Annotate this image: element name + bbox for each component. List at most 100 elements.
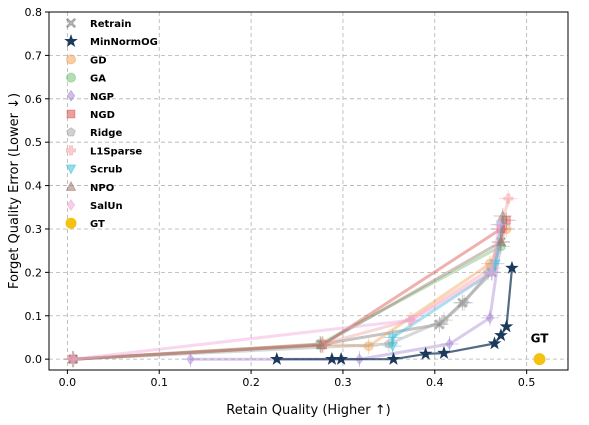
data-point bbox=[459, 297, 470, 307]
series-ngd bbox=[63, 212, 516, 368]
y-tick-label: 0.4 bbox=[25, 180, 43, 193]
legend-marker bbox=[66, 145, 76, 156]
series-l1sparse bbox=[63, 190, 518, 368]
y-tick-label: 0.7 bbox=[25, 49, 43, 62]
data-point bbox=[67, 353, 79, 364]
legend-item-l1sparse: L1Sparse bbox=[66, 145, 142, 157]
data-point bbox=[486, 268, 498, 279]
legend-marker bbox=[65, 164, 77, 175]
data-point bbox=[495, 236, 507, 248]
series-gd bbox=[63, 220, 516, 368]
series-line bbox=[72, 219, 508, 361]
data-point bbox=[490, 259, 501, 270]
legend-marker bbox=[66, 198, 76, 212]
data-point bbox=[533, 353, 546, 366]
legend-marker bbox=[66, 54, 76, 65]
legend-label: GT bbox=[90, 219, 105, 230]
data-point bbox=[387, 342, 398, 353]
legend-label: SalUn bbox=[90, 201, 123, 212]
series-minnormog bbox=[270, 260, 519, 365]
legend-item-scrub: Scrub bbox=[65, 164, 122, 176]
data-point bbox=[325, 352, 339, 365]
legend-item-ngp: NGP bbox=[66, 89, 114, 103]
series-gt bbox=[533, 353, 546, 366]
series-line bbox=[72, 224, 501, 361]
legend-marker bbox=[66, 109, 76, 119]
data-point bbox=[434, 319, 445, 330]
data-point bbox=[457, 297, 468, 308]
series-line bbox=[72, 271, 490, 361]
data-point bbox=[484, 258, 495, 269]
series-salun bbox=[63, 216, 509, 368]
legend-item-gd: GD bbox=[66, 54, 107, 66]
data-point bbox=[405, 315, 415, 326]
y-tick-label: 0.5 bbox=[25, 136, 43, 149]
data-point bbox=[317, 338, 328, 349]
legend-label: GA bbox=[90, 74, 106, 85]
legend: Retrain MinNormOG GD GA NGP NGD Ridge L1Sparse S… bbox=[64, 17, 158, 230]
data-point bbox=[387, 333, 398, 344]
y-tick-label: 0.3 bbox=[25, 223, 43, 236]
data-point bbox=[386, 352, 401, 365]
data-point bbox=[445, 337, 454, 351]
data-point bbox=[68, 354, 78, 364]
legend-item-ridge: Ridge bbox=[66, 127, 122, 139]
series-ridge bbox=[63, 264, 498, 368]
data-point bbox=[314, 338, 325, 349]
data-point bbox=[68, 354, 79, 365]
y-axis-title: Forget Quality Error (Lower ↓) bbox=[7, 93, 22, 289]
data-point bbox=[487, 266, 496, 279]
legend-item-salun: SalUn bbox=[66, 198, 123, 212]
series-line bbox=[391, 224, 503, 347]
data-point bbox=[486, 267, 497, 278]
series-scrub bbox=[383, 216, 510, 355]
legend-marker bbox=[65, 17, 77, 29]
x-tick-label: 0.2 bbox=[242, 376, 260, 389]
series-line bbox=[72, 241, 503, 361]
legend-marker bbox=[66, 72, 76, 83]
legend-item-gt: GT bbox=[65, 217, 105, 230]
data-point bbox=[505, 260, 519, 274]
data-point bbox=[68, 354, 78, 364]
data-point bbox=[439, 314, 449, 325]
y-tick-label: 0.1 bbox=[25, 310, 43, 323]
data-point bbox=[495, 220, 507, 231]
tick-layer: 0.0 0.1 0.2 0.3 0.4 0.5 0.0 0.1 0.2 0.3 0.4 0.5 0.6 0… bbox=[25, 6, 536, 389]
legend-marker bbox=[65, 180, 77, 191]
data-point bbox=[487, 336, 502, 350]
legend-item-npo: NPO bbox=[65, 180, 114, 194]
series-line bbox=[73, 244, 502, 361]
data-point bbox=[270, 352, 284, 365]
series-line bbox=[72, 198, 510, 361]
data-point bbox=[495, 241, 506, 252]
data-point bbox=[498, 222, 507, 236]
legend-label: Retrain bbox=[90, 19, 132, 30]
data-point bbox=[418, 346, 433, 360]
data-point bbox=[483, 267, 493, 277]
data-point bbox=[67, 354, 78, 365]
legend-item-ngd: NGD bbox=[66, 109, 115, 121]
plot-frame bbox=[48, 11, 569, 371]
legend-item-retrain: Retrain bbox=[65, 17, 132, 30]
series-line bbox=[72, 215, 505, 361]
y-tick-label: 0.0 bbox=[25, 353, 43, 366]
legend-label: NGP bbox=[90, 92, 114, 103]
data-point bbox=[315, 339, 327, 350]
legend-marker bbox=[65, 217, 77, 229]
data-point bbox=[437, 345, 451, 359]
data-point bbox=[486, 263, 497, 274]
x-tick-label: 0.4 bbox=[426, 376, 444, 389]
data-point bbox=[384, 338, 394, 349]
x-tick-label: 0.1 bbox=[150, 376, 168, 389]
x-tick-label: 0.0 bbox=[59, 376, 77, 389]
legend-item-ga: GA bbox=[66, 72, 106, 85]
data-point bbox=[334, 352, 348, 365]
data-point bbox=[315, 339, 327, 350]
series-line bbox=[72, 228, 508, 361]
data-point bbox=[186, 353, 195, 366]
gt-annotation: GT bbox=[531, 332, 550, 346]
data-point bbox=[68, 353, 78, 366]
legend-label: Scrub bbox=[90, 165, 122, 176]
data-point bbox=[496, 224, 506, 234]
x-tick-label: 0.3 bbox=[334, 376, 352, 389]
